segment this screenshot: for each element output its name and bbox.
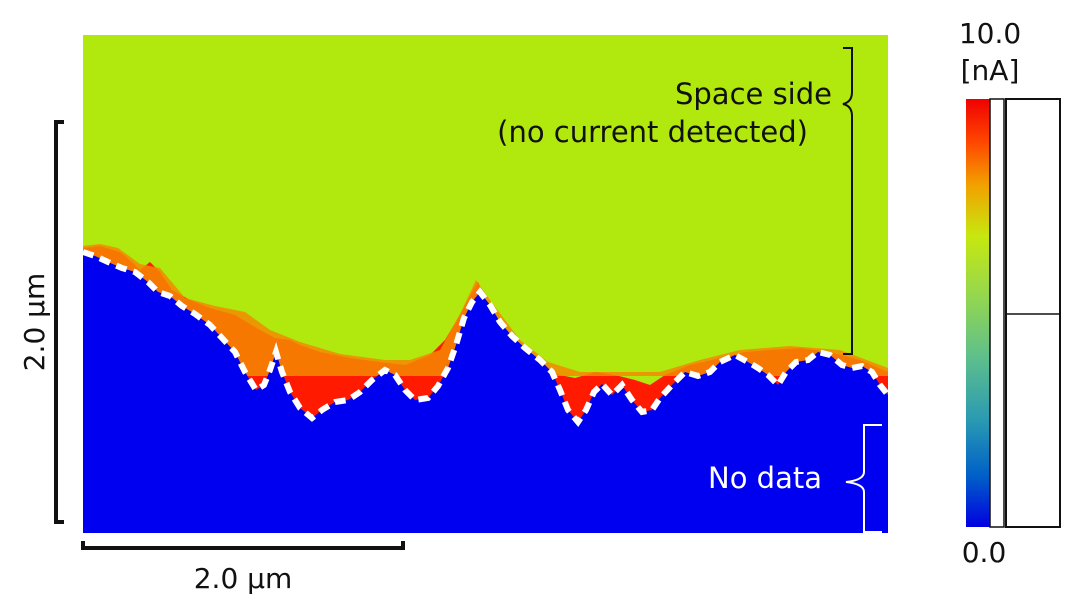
space-side-label-line2: (no current detected) (497, 115, 808, 149)
colorbar-min-label: 0.0 (962, 536, 1007, 569)
colorbar-gradient (966, 99, 990, 527)
colorbar-max-label: 10.0 (959, 17, 1021, 50)
horizontal-scale-bar (81, 541, 405, 550)
space-side-label-line1: Space side (675, 77, 832, 111)
no-data-bracket (845, 424, 882, 533)
colorbar-stripe (989, 98, 1005, 528)
vertical-scale-label: 2.0 µm (18, 273, 51, 372)
horizontal-scale-label: 2.0 µm (194, 562, 293, 595)
current-map (83, 35, 888, 533)
surface-region (83, 252, 888, 533)
vertical-scale-bar (54, 120, 64, 524)
no-data-label: No data (708, 461, 822, 495)
space-side-bracket (842, 47, 853, 355)
interface-boundary-line (83, 249, 888, 428)
colorbar-unit-label: [nA] (961, 54, 1020, 87)
colorbar-histogram-box (1005, 98, 1061, 528)
